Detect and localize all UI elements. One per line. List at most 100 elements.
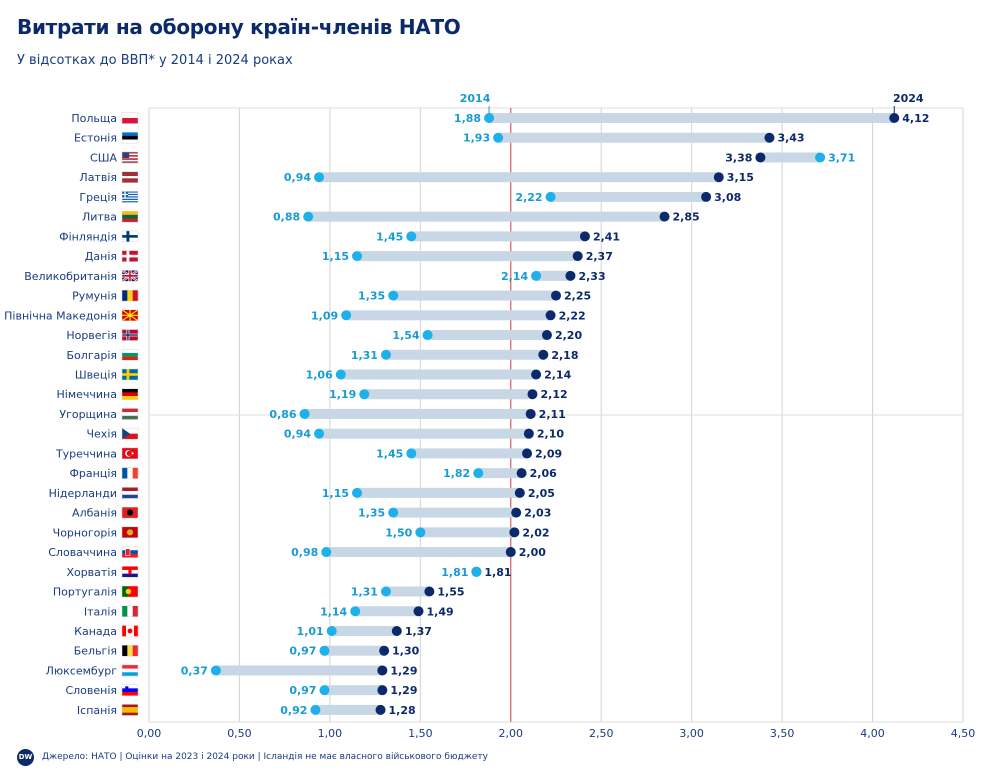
value-label-2024: 1,30 (392, 645, 419, 658)
bulgaria-flag-icon (121, 349, 139, 361)
value-label-2024: 1,49 (427, 605, 454, 618)
belgium-flag-icon (121, 644, 139, 657)
value-label-2024: 2,05 (528, 487, 555, 500)
value-label-2014: 3,71 (828, 151, 855, 164)
dot-2024 (522, 448, 533, 459)
lithuania-flag-icon (121, 210, 139, 223)
country-label: Португалія (53, 586, 117, 599)
dot-2014 (415, 527, 426, 538)
country-label: Іспанія (77, 704, 117, 717)
value-label-2024: 1,37 (405, 625, 432, 638)
dot-2014 (314, 172, 325, 183)
grid-layer (148, 107, 964, 723)
country-label: Латвія (79, 171, 117, 184)
range-bar (215, 665, 383, 676)
dot-2024 (572, 251, 583, 262)
country-label: Словаччина (48, 546, 117, 559)
value-label-2024: 2,33 (578, 270, 605, 283)
range-bar (331, 625, 397, 636)
dot-2024 (391, 625, 402, 636)
hungary-flag-icon (121, 408, 139, 420)
country-label: Фінляндія (59, 230, 117, 243)
finland-flag-icon (121, 230, 139, 243)
value-label-2024: 2,09 (535, 447, 562, 460)
value-label-2014: 1,31 (351, 349, 378, 362)
labels-layer: 2014 2024 Польща 1,88 4,12 Естонія 1,93 3,43 США… (4, 92, 929, 717)
north-macedonia-flag-icon (121, 309, 139, 322)
country-label: Італія (84, 605, 117, 618)
dot-2024 (889, 113, 900, 123)
value-label-2024: 1,81 (484, 566, 511, 579)
value-label-2014: 1,50 (385, 526, 412, 539)
value-label-2024: 2,00 (519, 546, 546, 559)
croatia-flag-icon (121, 566, 139, 578)
range-bar (324, 685, 383, 696)
value-label-2024: 1,29 (390, 664, 417, 677)
range-bar (393, 507, 517, 518)
dot-2014 (380, 349, 391, 360)
poland-flag-icon (121, 112, 139, 124)
netherlands-flag-icon (121, 487, 139, 499)
country-label: Швеція (75, 368, 117, 381)
dot-2024 (701, 191, 712, 202)
value-label-2014: 1,15 (322, 487, 349, 500)
dot-2014 (388, 507, 399, 518)
bars-layer (210, 113, 900, 715)
value-label-2014: 0,94 (284, 171, 311, 184)
dot-2024 (377, 685, 388, 696)
range-bar (340, 369, 537, 380)
range-bar (315, 704, 381, 715)
slovakia-flag-icon (121, 546, 139, 558)
dot-2024 (713, 172, 724, 183)
dot-2024 (413, 606, 424, 617)
uk-flag-icon (121, 269, 139, 283)
value-label-2014: 1,14 (320, 605, 347, 618)
romania-flag-icon (121, 289, 139, 302)
value-label-2024: 2,22 (559, 309, 586, 322)
germany-flag-icon (121, 388, 139, 400)
value-label-2024: 2,20 (555, 329, 582, 342)
range-bar (326, 547, 511, 558)
denmark-flag-icon (121, 250, 139, 262)
country-label: Чехія (87, 428, 118, 441)
dot-2014 (406, 231, 417, 242)
montenegro-flag-icon (121, 526, 139, 539)
x-tick-label: 4,00 (860, 727, 885, 740)
dot-2014 (319, 685, 330, 696)
value-label-2014: 1,45 (376, 447, 403, 460)
dot-2024 (527, 389, 538, 400)
dot-2024 (377, 665, 388, 676)
ticks-layer: 0,00 0,50 1,00 1,50 2,00 2,50 3,00 3,50 4,00 4,50 (137, 727, 976, 740)
dot-2014 (388, 290, 399, 301)
value-label-2014: 1,35 (358, 290, 385, 303)
czechia-flag-icon (121, 427, 139, 440)
dot-2014 (310, 704, 321, 715)
dot-2014 (484, 113, 495, 123)
dot-2024 (541, 330, 552, 341)
dot-2024 (375, 704, 386, 715)
dot-2014 (341, 310, 352, 321)
value-label-2014: 1,82 (443, 467, 470, 480)
dot-2024 (525, 408, 536, 419)
range-bar (411, 448, 528, 459)
country-label: Литва (82, 211, 117, 224)
value-label-2014: 1,15 (322, 250, 349, 263)
x-tick-label: 2,50 (589, 727, 614, 740)
range-bar (498, 132, 770, 143)
range-bar (385, 349, 544, 360)
dot-2024 (509, 527, 520, 538)
canada-flag-icon (121, 625, 139, 637)
slovenia-flag-icon (121, 684, 139, 696)
range-bar (346, 310, 551, 321)
range-bar (308, 211, 665, 222)
dot-2014 (210, 665, 221, 676)
albania-flag-icon (121, 506, 139, 519)
latvia-flag-icon (121, 171, 139, 183)
dot-2014 (473, 468, 484, 479)
range-bar (536, 270, 571, 281)
dot-2024 (523, 428, 534, 439)
country-label: Естонія (74, 132, 117, 145)
country-label: Греція (79, 191, 117, 204)
greece-flag-icon (121, 191, 139, 203)
country-label: Люксембург (46, 664, 118, 677)
